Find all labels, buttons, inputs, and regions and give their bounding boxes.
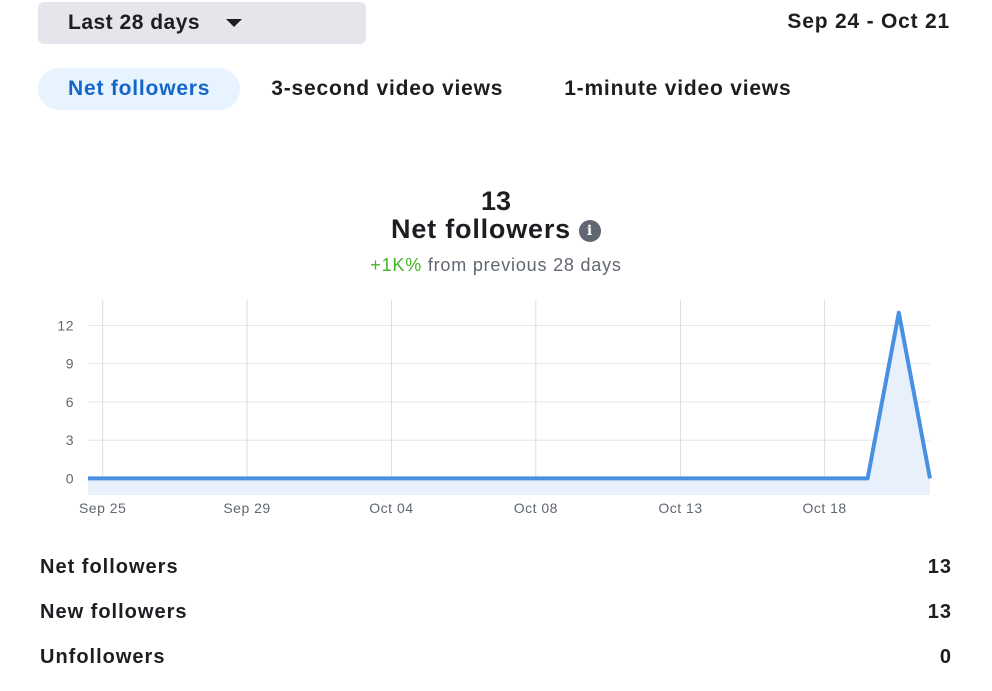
- change-suffix: from previous 28 days: [427, 255, 622, 275]
- stat-label: New followers: [40, 601, 188, 623]
- stat-value: 13: [927, 556, 952, 578]
- stat-row-net-followers: Net followers 13: [40, 556, 952, 579]
- x-tick-label: Sep 25: [79, 500, 126, 516]
- y-tick-label: 6: [66, 394, 74, 410]
- summary-metric-label: Net followers: [391, 214, 571, 244]
- y-tick-label: 3: [66, 432, 74, 448]
- date-range-dropdown[interactable]: Last 28 days: [38, 2, 366, 44]
- tab-1-minute-video-views[interactable]: 1-minute video views: [564, 77, 792, 100]
- net-followers-chart: 0 3 6 9 12 Sep 25 Sep 29 Oct 04 Oct 08 Oct 13 Oct …: [57, 300, 932, 516]
- change-percent: +1K%: [370, 255, 423, 275]
- x-tick-label: Oct 04: [369, 500, 413, 516]
- summary-metric: Net followers i: [0, 214, 992, 245]
- date-range-label: Last 28 days: [68, 11, 201, 34]
- series-line: [88, 310, 932, 481]
- tab-net-followers[interactable]: Net followers: [38, 68, 241, 110]
- caret-down-icon: [226, 19, 243, 27]
- summary-comparison: +1K% from previous 28 days: [0, 255, 992, 276]
- stat-label: Net followers: [40, 556, 179, 578]
- info-icon[interactable]: i: [578, 220, 601, 242]
- x-tick-label: Sep 29: [223, 500, 270, 516]
- stat-row-unfollowers: Unfollowers 0: [40, 646, 952, 669]
- y-tick-label: 0: [66, 470, 74, 486]
- stat-value: 13: [927, 601, 952, 623]
- x-tick-label: Oct 13: [658, 500, 702, 516]
- y-tick-label: 12: [57, 317, 74, 333]
- x-tick-label: Oct 08: [514, 500, 558, 516]
- metric-tabs: Net followers 3-second video views 1-min…: [38, 68, 954, 110]
- y-tick-label: 9: [66, 356, 74, 372]
- date-range-text: Sep 24 - Oct 21: [787, 10, 950, 33]
- summary-value: 13: [480, 186, 512, 216]
- x-tick-label: Oct 18: [802, 500, 846, 516]
- stat-value: 0: [939, 646, 952, 668]
- stat-row-new-followers: New followers 13: [40, 601, 952, 624]
- tab-3-second-video-views[interactable]: 3-second video views: [271, 77, 504, 100]
- area-fill: [88, 312, 930, 495]
- stat-label: Unfollowers: [40, 646, 166, 668]
